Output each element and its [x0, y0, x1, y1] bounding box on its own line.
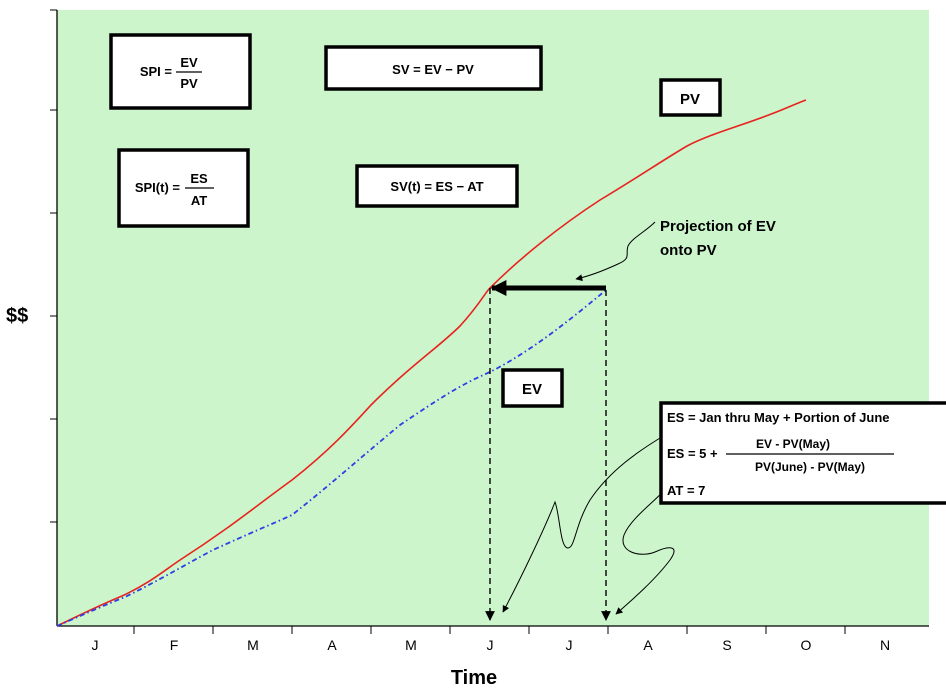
projection-note-line1: Projection of EV [660, 218, 776, 235]
x-tick-label: J [92, 637, 99, 653]
spi-lhs: SPI = [140, 64, 173, 79]
at-leader [615, 489, 675, 615]
x-tick-label: N [880, 637, 890, 653]
pv-label: PV [680, 91, 700, 108]
es-line2-denominator: PV(June) - PV(May) [755, 460, 865, 474]
spi-denominator: PV [180, 76, 198, 91]
sv-formula-box: SV = EV − PV [324, 45, 543, 91]
es-formula-box: ES = Jan thru May + Portion of June ES =… [659, 401, 946, 505]
projection-leader [575, 221, 656, 282]
ev-label-box: EV [501, 368, 564, 408]
es-line2-lhs: ES = 5 + [667, 446, 718, 461]
y-axis-title: $$ [6, 305, 28, 327]
x-tick-label: A [643, 637, 653, 653]
es-line1: ES = Jan thru May + Portion of June [667, 410, 890, 425]
x-tick-label: J [487, 637, 494, 653]
es-line3: AT = 7 [667, 483, 705, 498]
sv-formula: SV = EV − PV [392, 62, 474, 77]
spi-numerator: EV [180, 55, 198, 70]
svt-formula-box: SV(t) = ES − AT [355, 164, 519, 208]
x-axis-title: Time [451, 667, 497, 689]
es-line2-numerator: EV - PV(May) [756, 437, 830, 451]
x-ticks [133, 626, 846, 634]
plot-area [57, 10, 929, 626]
projection-note-line2: onto PV [660, 242, 717, 259]
x-tick-label: J [566, 637, 573, 653]
spit-numerator: ES [190, 171, 208, 186]
ev-label: EV [522, 381, 542, 398]
x-tick-label: S [722, 637, 731, 653]
es-leader [502, 434, 666, 613]
x-tick-label: A [327, 637, 337, 653]
spit-formula-box: SPI(t) = ES AT [117, 148, 250, 228]
x-tick-label: M [247, 637, 259, 653]
ev-curve [56, 289, 607, 627]
spi-formula-box: SPI = EV PV [109, 33, 252, 110]
spit-lhs: SPI(t) = [135, 180, 181, 195]
svt-formula: SV(t) = ES − AT [390, 179, 483, 194]
spit-denominator: AT [191, 193, 207, 208]
x-tick-label: O [801, 637, 812, 653]
y-ticks [50, 9, 57, 523]
pv-curve [56, 99, 807, 627]
x-tick-label: M [405, 637, 417, 653]
pv-label-box: PV [659, 78, 722, 117]
x-tick-label: F [170, 637, 179, 653]
